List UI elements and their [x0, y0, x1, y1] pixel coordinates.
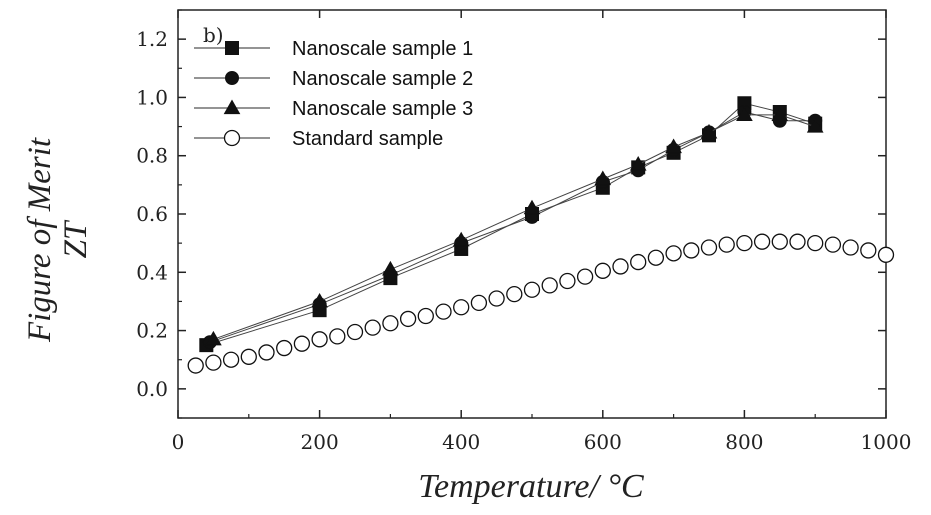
x-axis: 0 200 400 600 800 1000 — [172, 10, 912, 454]
legend-label: Nanoscale sample 1 — [292, 38, 473, 60]
data-point — [311, 331, 328, 348]
x-tick-label: 800 — [725, 430, 763, 454]
y-axis: 0.0 0.2 0.4 0.6 0.8 1.0 1.2 — [136, 9, 886, 419]
data-point — [470, 294, 488, 312]
data-point — [665, 138, 682, 154]
data-point — [576, 268, 594, 285]
x-tick-label: 200 — [301, 430, 339, 454]
series-3 — [205, 106, 824, 346]
y-tick-label: 0.8 — [136, 144, 168, 168]
data-point — [630, 253, 647, 271]
data-point — [612, 258, 629, 275]
data-point — [753, 233, 771, 250]
y-tick-label: 0.6 — [136, 202, 168, 226]
data-point — [311, 292, 328, 308]
data-point — [382, 315, 399, 332]
data-point — [240, 348, 257, 365]
legend-label: Nanoscale sample 3 — [292, 98, 473, 120]
data-point — [594, 170, 612, 186]
data-point — [364, 319, 381, 336]
y-tick-label: 0.2 — [136, 319, 168, 343]
corner-mark: b) — [203, 23, 224, 47]
y-tick-label: 1.0 — [136, 85, 168, 109]
data-point — [736, 234, 753, 252]
y-tick-label: 1.2 — [136, 27, 168, 51]
data-point — [346, 323, 364, 341]
data-point — [700, 239, 718, 256]
data-point — [647, 249, 665, 266]
data-point — [771, 233, 788, 250]
data-point — [877, 246, 895, 263]
legend-label: Standard sample — [292, 128, 443, 150]
y-axis-title-line1: Figure of Merit — [22, 137, 58, 343]
data-point — [506, 285, 523, 303]
data-point — [789, 233, 806, 250]
data-point — [453, 299, 470, 316]
data-point — [329, 328, 346, 345]
data-point — [559, 272, 576, 290]
x-tick-label: 600 — [584, 430, 622, 454]
legend-marker — [225, 41, 239, 55]
legend: Nanoscale sample 1 Nanoscale sample 2 Nano… — [194, 38, 473, 150]
legend-label: Nanoscale sample 2 — [292, 68, 473, 90]
y-tick-label: 0.0 — [136, 377, 168, 401]
data-point — [293, 335, 311, 352]
data-point — [806, 118, 824, 133]
legend-marker — [225, 71, 239, 85]
data-point — [399, 310, 417, 328]
data-point — [187, 357, 204, 374]
data-point — [718, 236, 735, 253]
legend-marker — [223, 129, 241, 147]
data-point — [222, 351, 240, 368]
series-4 — [187, 233, 895, 374]
data-point — [842, 239, 859, 256]
data-point — [523, 281, 541, 298]
data-point — [824, 236, 842, 253]
series-layer — [187, 96, 895, 374]
data-point — [205, 330, 222, 346]
data-point — [736, 106, 753, 122]
x-tick-label: 1000 — [861, 430, 912, 454]
data-point — [700, 123, 718, 139]
series-line — [213, 114, 816, 340]
data-point — [860, 242, 877, 259]
data-point — [771, 106, 789, 122]
data-point — [205, 354, 222, 371]
y-tick-label: 0.4 — [136, 260, 168, 284]
data-point — [594, 262, 611, 279]
data-point — [488, 290, 505, 307]
data-point — [807, 234, 824, 252]
data-point — [435, 303, 452, 320]
x-tick-label: 0 — [172, 430, 185, 454]
data-point — [452, 231, 470, 247]
data-point — [541, 277, 558, 294]
x-axis-title: Temperature/ °C — [418, 468, 644, 505]
data-point — [523, 199, 541, 215]
data-point — [258, 344, 275, 361]
data-point — [276, 339, 293, 357]
x-tick-label: 400 — [442, 430, 480, 454]
legend-marker — [223, 99, 241, 115]
data-point — [683, 242, 700, 259]
data-point — [665, 245, 682, 262]
y-axis-title-line2: ZT — [58, 219, 94, 258]
data-point — [629, 155, 647, 171]
data-point — [417, 307, 434, 325]
data-point — [382, 260, 399, 276]
